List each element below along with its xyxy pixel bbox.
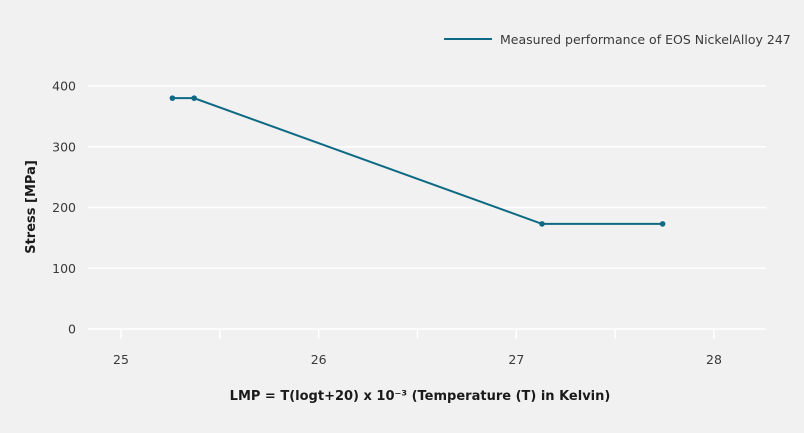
y-axis-title: Stress [MPa] <box>24 160 39 254</box>
data-point <box>659 221 666 227</box>
x-tick-label: 27 <box>508 352 524 367</box>
y-tick-label: 300 <box>52 139 76 154</box>
series-line <box>172 97 663 225</box>
grid-lines <box>88 85 766 330</box>
x-axis-title: LMP = T(logt+20) x 10⁻³ (Temperature (T)… <box>230 389 611 404</box>
series-layer <box>169 95 666 227</box>
x-tick-label: 26 <box>311 352 327 367</box>
legend-label: Measured performance of EOS NickelAlloy … <box>500 32 791 47</box>
y-tick-label: 200 <box>52 200 76 215</box>
y-axis-tick-labels: 0 100 200 300 400 <box>52 79 76 337</box>
y-tick-label: 0 <box>68 322 76 337</box>
x-tick-label: 28 <box>706 352 722 367</box>
x-tick-label: 25 <box>113 352 129 367</box>
legend: Measured performance of EOS NickelAlloy … <box>444 32 791 47</box>
x-axis-ticks <box>120 329 715 339</box>
data-point <box>539 221 545 227</box>
x-axis-tick-labels: 25 26 27 28 <box>113 352 722 367</box>
y-tick-label: 400 <box>52 79 76 94</box>
y-tick-label: 100 <box>52 261 76 276</box>
data-point <box>169 95 176 101</box>
data-point <box>191 95 197 101</box>
